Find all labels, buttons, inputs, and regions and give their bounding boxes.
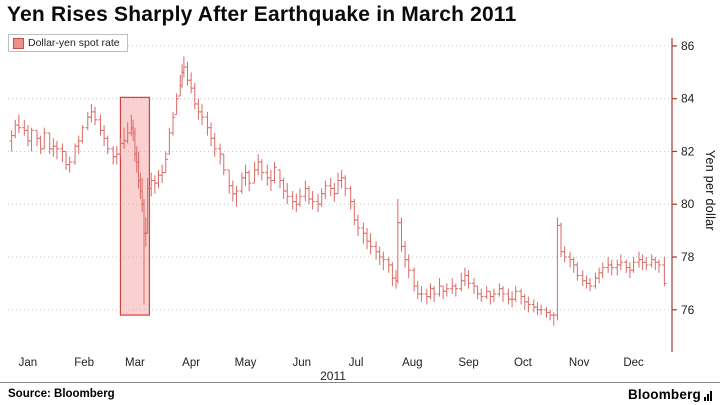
svg-text:80: 80 — [681, 197, 695, 211]
svg-text:Apr: Apr — [182, 357, 200, 369]
svg-text:Sep: Sep — [458, 357, 478, 369]
footer: Source: Bloomberg Bloomberg — [0, 382, 720, 405]
chart-svg: 76 78 80 82 84 86 Jan Feb Mar Apr May Jun Jul Aug Sep O… — [8, 38, 695, 383]
svg-text:Nov: Nov — [569, 357, 590, 369]
chart-title: Yen Rises Sharply After Earthquake in Ma… — [7, 3, 517, 26]
legend-swatch-icon — [13, 37, 24, 49]
brand-wordmark: Bloomberg — [627, 386, 701, 402]
svg-text:86: 86 — [681, 39, 695, 53]
svg-text:82: 82 — [681, 144, 695, 158]
svg-text:78: 78 — [681, 250, 695, 264]
bar-chart-logo-icon — [704, 390, 712, 401]
legend: Dollar-yen spot rate — [8, 34, 128, 52]
svg-text:Jan: Jan — [19, 357, 38, 369]
brand: Bloomberg — [628, 387, 712, 402]
legend-label: Dollar-yen spot rate — [28, 37, 120, 49]
svg-text:Mar: Mar — [125, 357, 145, 369]
svg-text:Aug: Aug — [402, 357, 422, 369]
svg-text:76: 76 — [681, 303, 695, 317]
svg-text:May: May — [235, 357, 257, 369]
price-bars — [9, 56, 667, 326]
source-label: Source: Bloomberg — [8, 388, 115, 400]
svg-text:Jul: Jul — [349, 357, 364, 369]
y-axis: 76 78 80 82 84 86 — [671, 38, 695, 352]
x-axis-labels: Jan Feb Mar Apr May Jun Jul Aug Sep Oct Nov Dec 2011 — [19, 357, 644, 383]
svg-text:Oct: Oct — [514, 357, 533, 369]
gridlines — [8, 45, 672, 311]
chart-area: 76 78 80 82 84 86 Jan Feb Mar Apr May Jun Jul Aug Sep O… — [8, 38, 695, 383]
y-axis-label: Yen per dollar — [703, 150, 717, 231]
svg-text:Feb: Feb — [74, 357, 94, 369]
svg-text:2011: 2011 — [320, 369, 346, 382]
svg-text:Dec: Dec — [623, 357, 644, 369]
svg-text:Jun: Jun — [292, 357, 311, 369]
svg-text:84: 84 — [681, 92, 695, 106]
